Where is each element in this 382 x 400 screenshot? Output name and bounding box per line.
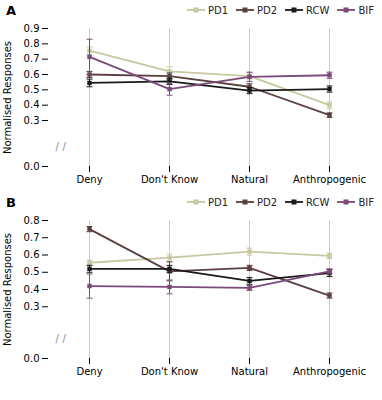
html-text:BIF: BIF [358, 196, 374, 208]
svg-text:0.0: 0.0 [24, 161, 40, 172]
html-text:PD1: PD1 [207, 4, 228, 16]
svg-text:0.7: 0.7 [24, 53, 40, 64]
svg-text:0.5: 0.5 [24, 84, 40, 95]
html-text:RCW: RCW [306, 4, 330, 16]
svg-text:0.6: 0.6 [24, 249, 40, 260]
svg-text:Anthropogenic: Anthropogenic [293, 366, 366, 377]
svg-text:0.8: 0.8 [24, 215, 40, 226]
svg-text:Normalised Responses: Normalised Responses [2, 233, 13, 346]
svg-text:0.3: 0.3 [24, 301, 40, 312]
html-text:RCW: RCW [306, 196, 330, 208]
html-text:PD2: PD2 [257, 4, 278, 16]
svg-text:/: / [63, 333, 67, 344]
svg-text:0.6: 0.6 [24, 69, 40, 80]
svg-text:0.9: 0.9 [24, 23, 40, 34]
svg-text:0.4: 0.4 [24, 99, 40, 110]
svg-text:Deny: Deny [76, 174, 102, 185]
svg-text:Deny: Deny [76, 366, 102, 377]
svg-text:/: / [63, 141, 67, 152]
svg-text:Natural: Natural [231, 366, 268, 377]
html-text:BIF: BIF [358, 4, 374, 16]
svg-text:Don't Know: Don't Know [141, 174, 198, 185]
svg-text:/: / [56, 333, 60, 344]
svg-text:/: / [56, 141, 60, 152]
svg-text:0.8: 0.8 [24, 38, 40, 49]
svg-text:Don't Know: Don't Know [141, 366, 198, 377]
html-text:A: A [6, 2, 17, 18]
html-text:PD2: PD2 [257, 196, 278, 208]
svg-text:0.0: 0.0 [24, 353, 40, 364]
svg-text:0.3: 0.3 [24, 115, 40, 126]
svg-text:Normalised Responses: Normalised Responses [2, 41, 13, 154]
svg-text:Anthropogenic: Anthropogenic [293, 174, 366, 185]
svg-text:0.5: 0.5 [24, 266, 40, 277]
svg-text:0.4: 0.4 [24, 284, 40, 295]
svg-text:Natural: Natural [231, 174, 268, 185]
html-text:PD1: PD1 [207, 196, 228, 208]
html-text:B: B [6, 194, 16, 210]
svg-text:0.7: 0.7 [24, 232, 40, 243]
